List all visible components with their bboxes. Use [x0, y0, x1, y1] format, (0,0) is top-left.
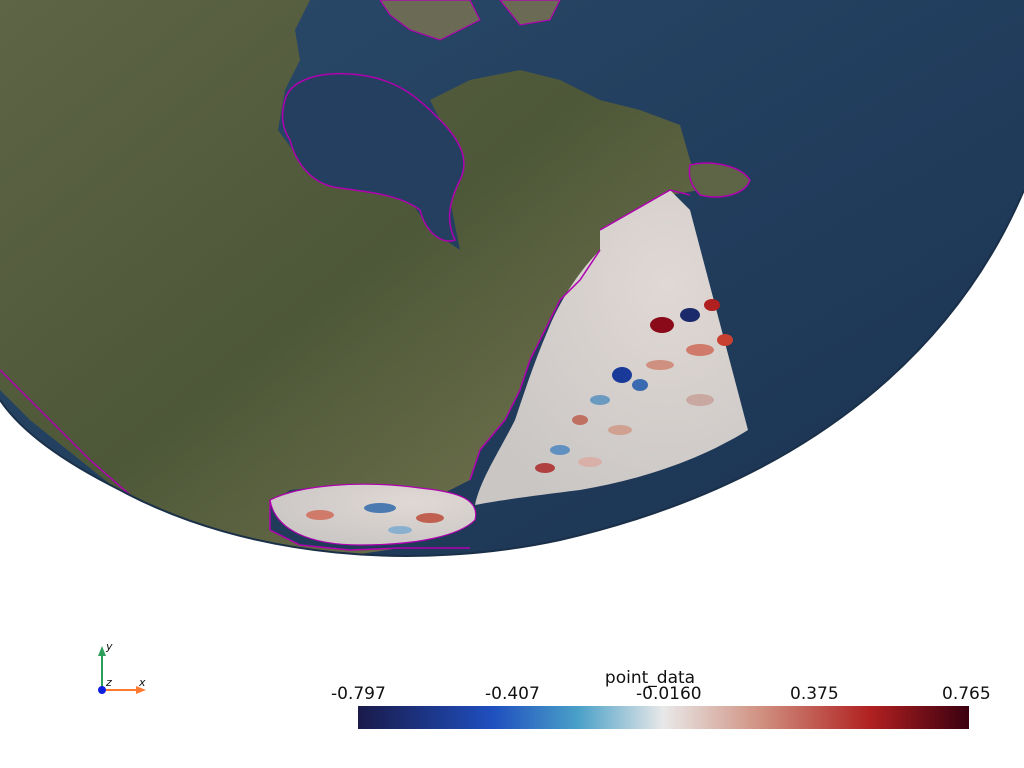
- scalar-bar-title: point_data: [604, 668, 696, 688]
- west-coast: [0, 369, 131, 496]
- x-axis-label: x: [139, 676, 146, 689]
- coastline: [269, 189, 691, 551]
- gulf-of-mexico: [269, 483, 477, 546]
- colorbar-gradient: [358, 706, 969, 729]
- z-axis-dot-icon: [98, 686, 106, 694]
- y-axis-label: y: [106, 640, 113, 653]
- z-axis-label: z: [106, 676, 112, 689]
- atlantic-data-field: [475, 190, 748, 505]
- colorbar-tick: 0.765: [942, 684, 991, 704]
- globe: [0, 0, 1024, 556]
- hudson-bay: [281, 73, 465, 242]
- x-axis-arrow-icon: [136, 686, 146, 694]
- newfoundland: [688, 162, 751, 198]
- globe-limb: [0, 189, 1024, 557]
- land-north-america: [0, 0, 700, 556]
- colorbar-tick: -0.797: [331, 684, 386, 704]
- colorbar-tick: -0.407: [485, 684, 540, 704]
- y-axis-arrow-icon: [98, 646, 106, 656]
- orientation-axes: [98, 646, 146, 694]
- arctic-islands: [378, 0, 561, 41]
- field-anomalies: [306, 299, 733, 534]
- colorbar-tick: -0.0160: [636, 684, 702, 704]
- colorbar-tick: 0.375: [790, 684, 839, 704]
